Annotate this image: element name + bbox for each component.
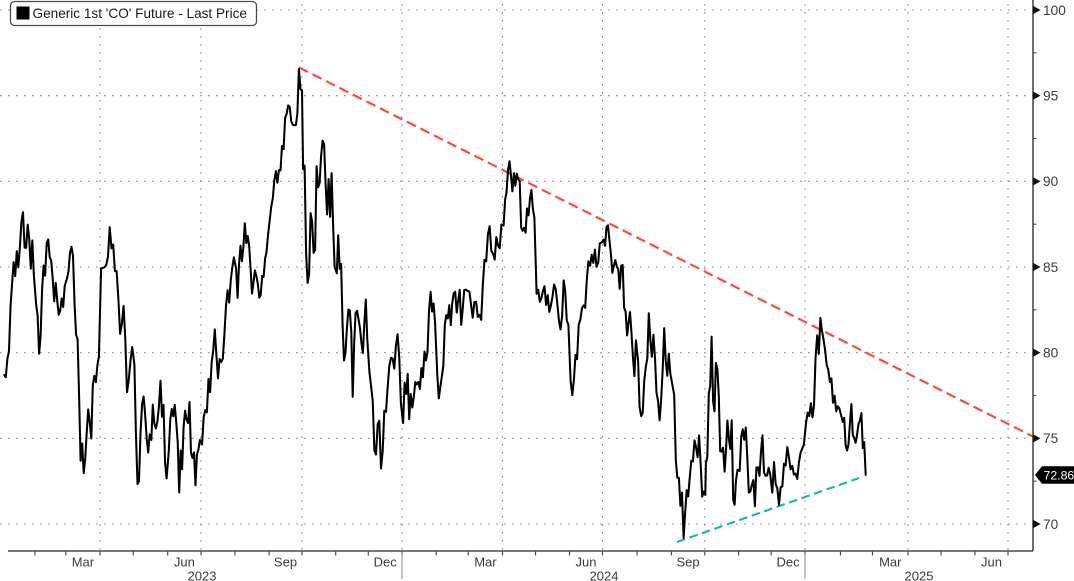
svg-text:Sep: Sep bbox=[677, 555, 700, 570]
svg-text:Mar: Mar bbox=[72, 555, 95, 570]
svg-text:70: 70 bbox=[1043, 517, 1059, 532]
svg-text:Dec: Dec bbox=[777, 555, 801, 570]
svg-text:72.86: 72.86 bbox=[1044, 469, 1074, 483]
svg-text:95: 95 bbox=[1043, 88, 1059, 103]
svg-text:Jun: Jun bbox=[576, 555, 597, 570]
svg-text:90: 90 bbox=[1043, 174, 1059, 189]
svg-text:Jun: Jun bbox=[174, 555, 195, 570]
svg-text:Dec: Dec bbox=[374, 555, 398, 570]
svg-text:100: 100 bbox=[1043, 3, 1066, 18]
svg-text:Sep: Sep bbox=[274, 555, 297, 570]
svg-text:Jun: Jun bbox=[981, 555, 1002, 570]
svg-text:Generic 1st 'CO' Future - Last: Generic 1st 'CO' Future - Last Price bbox=[33, 6, 247, 21]
svg-text:85: 85 bbox=[1043, 260, 1059, 275]
svg-text:2023: 2023 bbox=[188, 569, 217, 581]
svg-text:2024: 2024 bbox=[590, 569, 619, 581]
svg-text:Mar: Mar bbox=[474, 555, 497, 570]
svg-text:80: 80 bbox=[1043, 345, 1059, 360]
svg-text:75: 75 bbox=[1043, 431, 1059, 446]
svg-text:2025: 2025 bbox=[905, 569, 934, 581]
svg-text:Mar: Mar bbox=[879, 555, 902, 570]
